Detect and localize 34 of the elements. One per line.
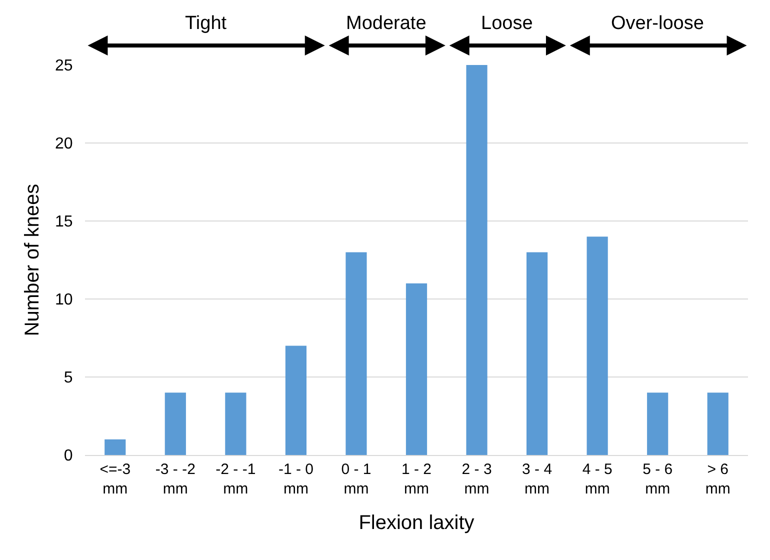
y-tick-label: 10 [55, 292, 73, 309]
x-tick-label: 2 - 3 mm [462, 461, 492, 498]
bar [346, 252, 367, 455]
bar [647, 392, 668, 455]
x-tick-label: 5 - 6 mm [642, 461, 673, 498]
bar [285, 346, 306, 455]
x-tick-label: -2 - -1 mm [216, 461, 256, 498]
bar [164, 392, 186, 455]
x-axis-title: Flexion laxity [358, 512, 474, 534]
text: Loose [481, 13, 533, 34]
bar [466, 65, 488, 455]
x-tick-label: 4 - 5 mm [582, 461, 612, 498]
x-tick-label: <=-3 mm [100, 461, 131, 498]
bar [225, 392, 246, 455]
y-tick-label: 25 [55, 58, 73, 75]
bar [707, 392, 728, 455]
y-tick-label: 20 [55, 136, 73, 153]
x-tick-label: 0 - 1 mm [341, 461, 372, 498]
bar [406, 283, 428, 455]
text: Over-loose [611, 13, 704, 34]
bar [586, 236, 608, 455]
bar [104, 439, 126, 455]
x-tick-label: 3 - 4 mm [522, 461, 552, 498]
text: Tight [185, 13, 228, 34]
x-tick-label: -1 - 0 mm [278, 461, 314, 498]
y-tick-label: 15 [55, 214, 73, 231]
text: Moderate [346, 13, 426, 34]
x-tick-label: 1 - 2 mm [401, 461, 432, 498]
bar [526, 252, 548, 455]
y-axis-title: Number of knees [22, 184, 44, 336]
y-tick-label: 5 [64, 370, 73, 387]
x-tick-label: -3 - -2 mm [155, 461, 196, 498]
x-tick-label: > 6 mm [705, 461, 730, 498]
y-tick-label: 0 [64, 448, 73, 465]
